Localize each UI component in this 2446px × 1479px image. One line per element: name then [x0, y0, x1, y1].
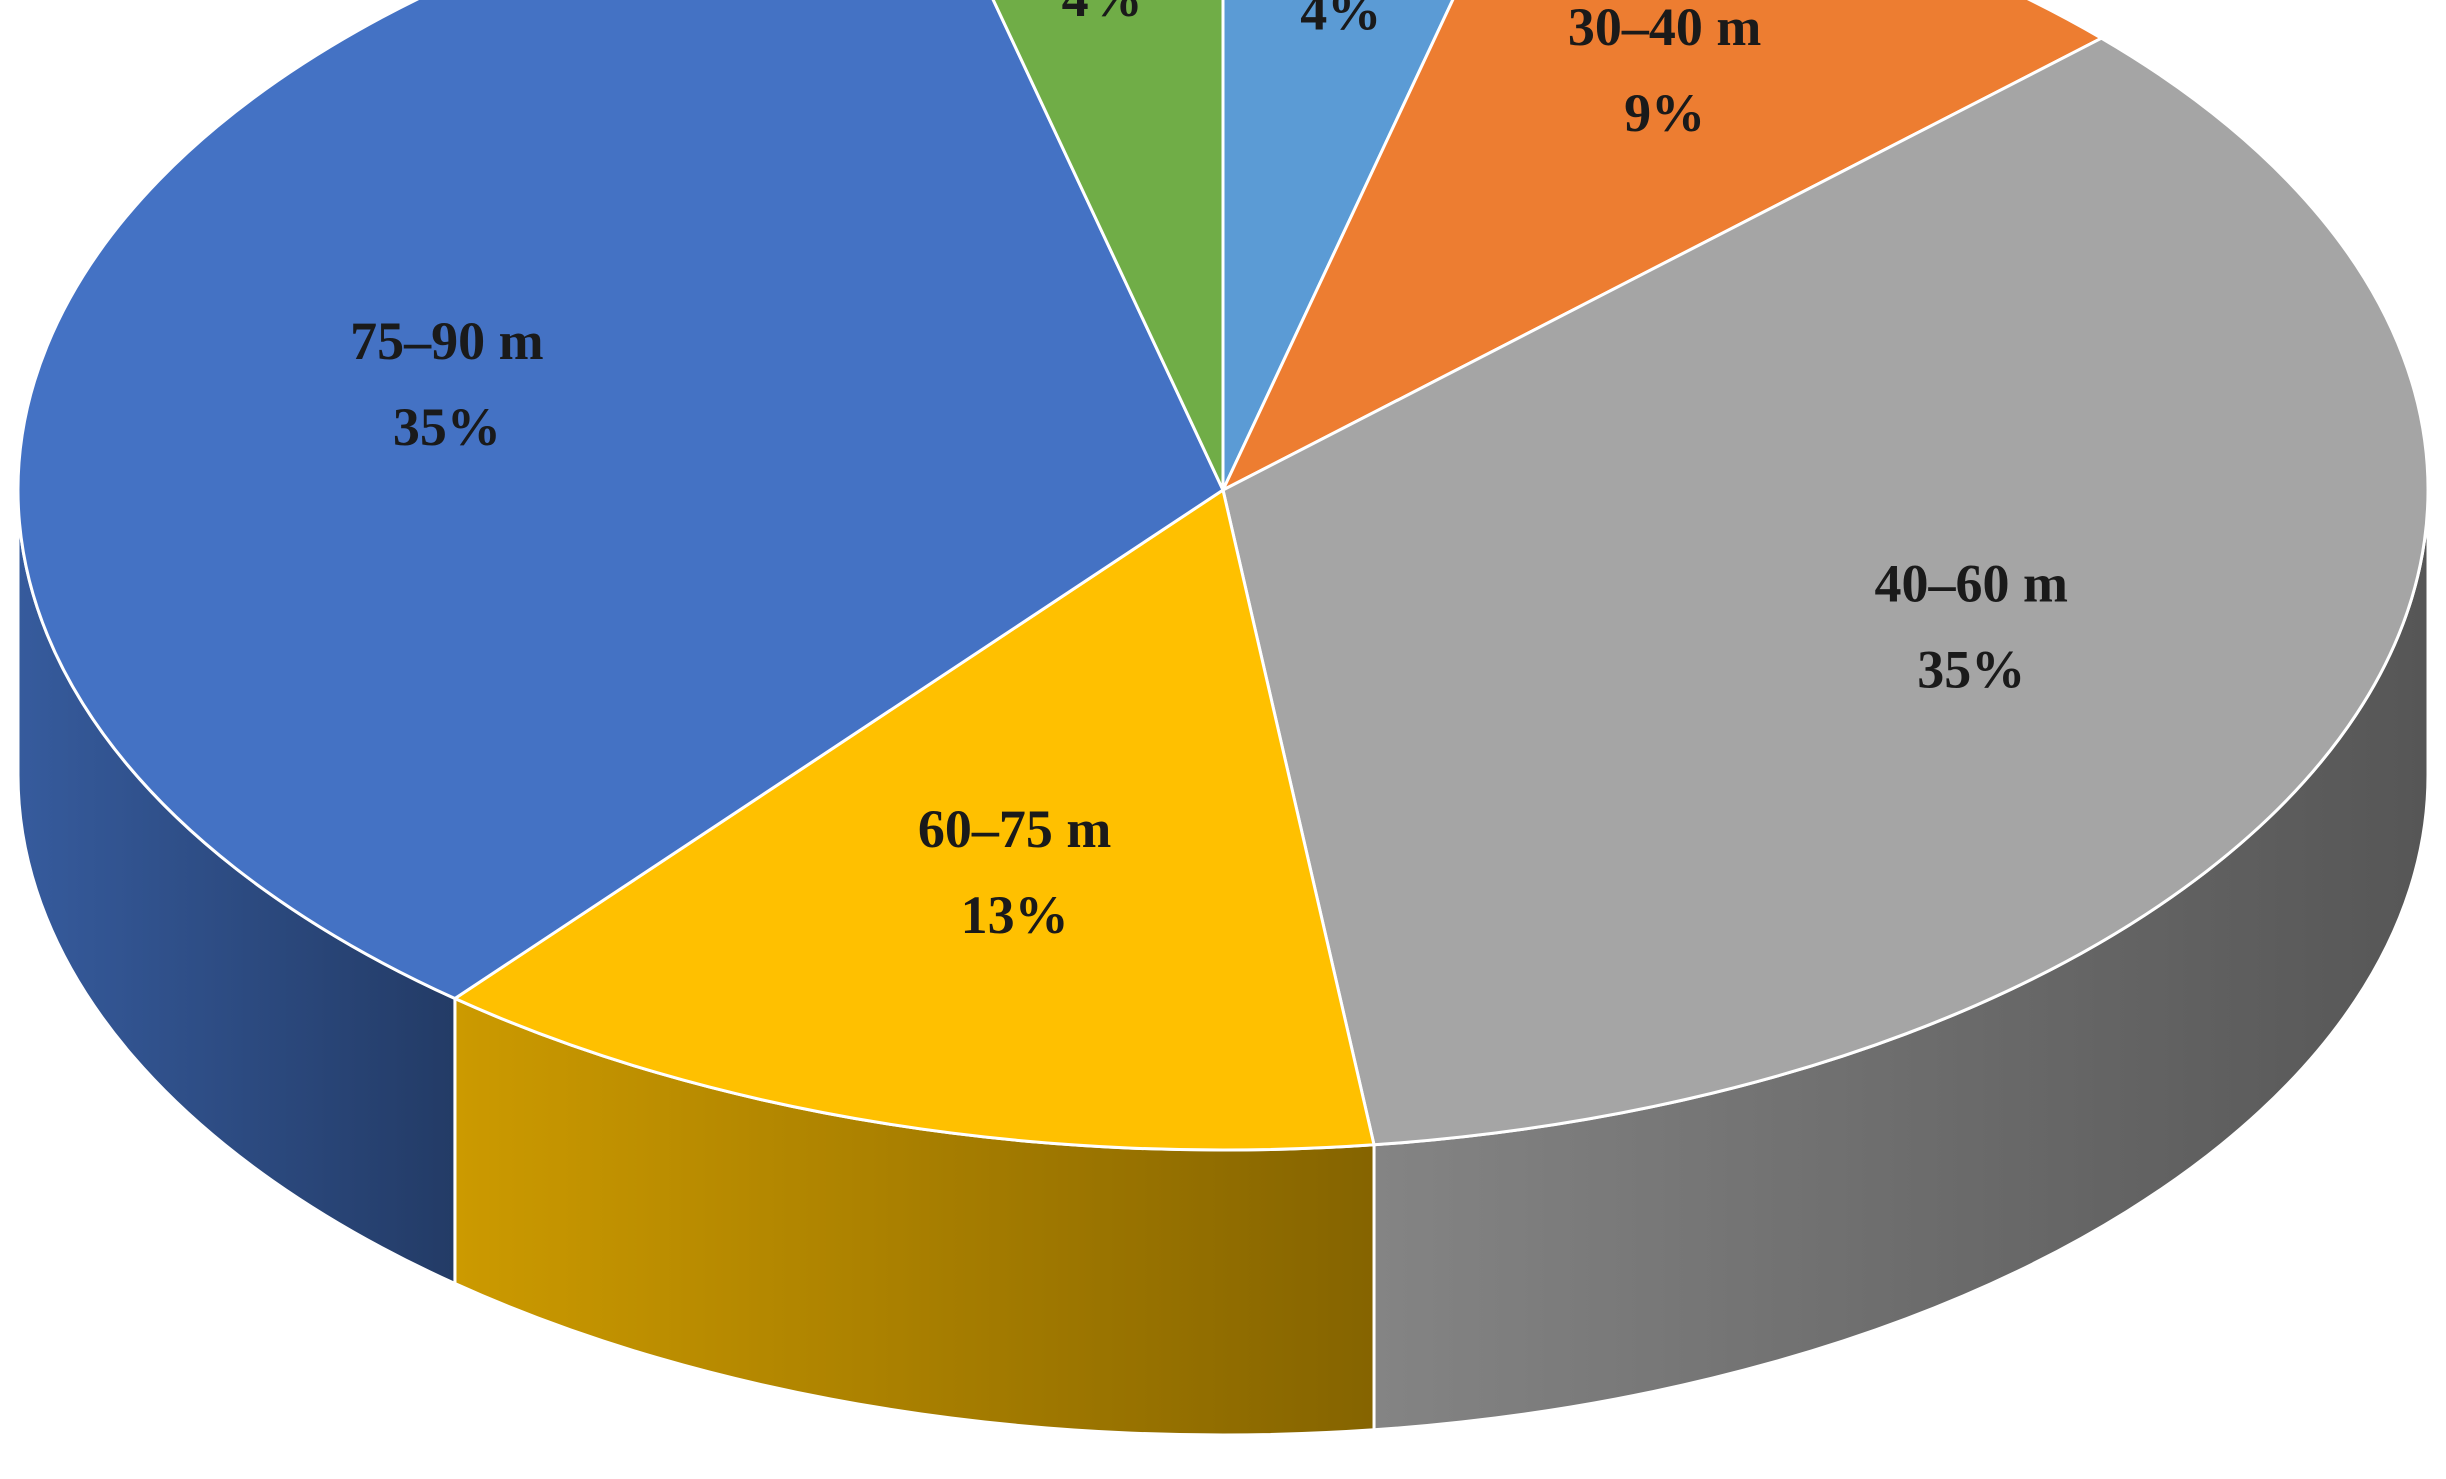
- slice-value-1: 9%: [1624, 83, 1705, 143]
- pie-slices: [16, 0, 2430, 1152]
- slice-label-3: 60–75 m: [918, 799, 1112, 859]
- slice-value-2: 35%: [1917, 640, 2025, 700]
- slice-value-5: 4%: [1062, 0, 1143, 28]
- pie-slice-2: [1221, 36, 2430, 1147]
- slice-value-3: 13%: [961, 885, 1069, 945]
- pie-slice-5: [991, 0, 1225, 492]
- slice-label-2: 40–60 m: [1875, 554, 2069, 614]
- slice-value-4: 35%: [393, 397, 501, 457]
- slice-label-4: 75–90 m: [350, 311, 544, 371]
- slice-value-0: 4%: [1300, 0, 1381, 41]
- pie-slice-4: [16, 0, 1225, 1001]
- pie-slice-1: [1221, 0, 2103, 492]
- pie-slice-3: [453, 488, 1376, 1152]
- slice-label-1: 30–40 m: [1568, 0, 1762, 57]
- pie-data-labels: 25–30 m4%30–40 m9%40–60 m35%60–75 m13%75…: [350, 0, 2068, 945]
